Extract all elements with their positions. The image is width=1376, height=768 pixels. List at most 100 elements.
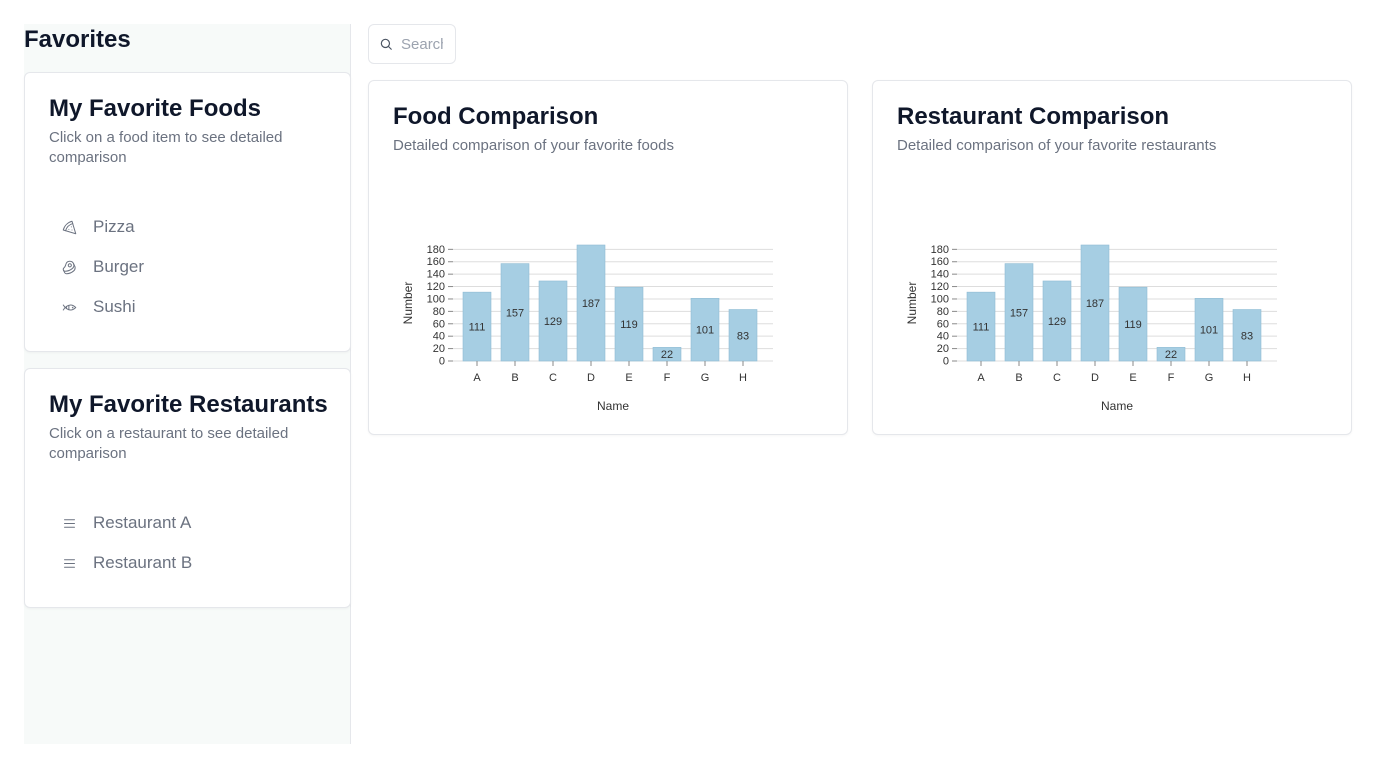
food-comparison-description: Detailed comparison of your favorite foo… xyxy=(393,137,674,154)
x-tick-label: G xyxy=(1205,372,1214,384)
bar-G xyxy=(1194,298,1224,362)
bar-value-label: 129 xyxy=(544,316,562,328)
y-tick-label: 80 xyxy=(433,306,445,318)
x-tick-label: H xyxy=(1243,372,1251,384)
x-tick-label: C xyxy=(1053,372,1061,384)
x-tick-label: E xyxy=(1129,372,1136,384)
y-tick-label: 80 xyxy=(937,306,949,318)
sidebar-title: Favorites xyxy=(24,26,131,53)
bar-value-label: 111 xyxy=(469,322,486,334)
menu-icon xyxy=(61,555,77,571)
x-tick-label: E xyxy=(625,372,632,384)
food-item-pizza[interactable]: Pizza xyxy=(49,207,319,247)
x-tick-label: D xyxy=(587,372,595,384)
bar-value-label: 119 xyxy=(1124,319,1142,331)
search-input[interactable] xyxy=(401,35,443,53)
y-tick-label: 100 xyxy=(427,293,445,305)
x-axis-title: Name xyxy=(1101,399,1133,413)
bar-H xyxy=(1232,309,1262,362)
restaurant-item-b[interactable]: Restaurant B xyxy=(49,543,319,583)
y-tick-label: 180 xyxy=(427,244,445,256)
bar-A xyxy=(462,291,492,362)
restaurant-comparison-description: Detailed comparison of your favorite res… xyxy=(897,137,1217,154)
x-tick-label: F xyxy=(664,372,671,384)
x-tick-label: H xyxy=(739,372,747,384)
bar-E xyxy=(614,286,644,362)
x-axis-title: Name xyxy=(597,399,629,413)
y-tick-label: 160 xyxy=(931,256,949,268)
y-tick-label: 160 xyxy=(427,256,445,268)
y-tick-label: 100 xyxy=(931,293,949,305)
y-tick-label: 60 xyxy=(433,318,445,330)
y-tick-label: 60 xyxy=(937,318,949,330)
bar-H xyxy=(728,309,758,362)
y-tick-label: 20 xyxy=(433,343,445,355)
bar-value-label: 157 xyxy=(506,307,524,319)
food-item-label: Sushi xyxy=(93,297,136,316)
y-tick-label: 0 xyxy=(439,356,445,368)
favorite-foods-description: Click on a food item to see detailed com… xyxy=(49,129,283,166)
bar-value-label: 101 xyxy=(696,325,714,337)
y-tick-label: 0 xyxy=(943,356,949,368)
y-tick-label: 140 xyxy=(427,269,445,281)
restaurant-item-label: Restaurant A xyxy=(93,513,192,532)
bar-G xyxy=(690,298,720,362)
x-tick-label: B xyxy=(511,372,518,384)
bar-value-label: 83 xyxy=(1241,330,1253,342)
food-item-label: Burger xyxy=(93,257,145,276)
pizza-icon xyxy=(61,219,77,235)
y-tick-label: 120 xyxy=(427,281,445,293)
y-tick-label: 20 xyxy=(937,343,949,355)
bar-A xyxy=(966,291,996,362)
favorite-restaurants-title: My Favorite Restaurants xyxy=(49,391,328,418)
bar-value-label: 101 xyxy=(1200,325,1218,337)
x-tick-label: D xyxy=(1091,372,1099,384)
y-tick-label: 40 xyxy=(937,331,949,343)
favorite-restaurants-list: Restaurant A Restaurant B xyxy=(49,503,319,583)
favorite-restaurants-card: My Favorite Restaurants Click on a resta… xyxy=(24,368,351,608)
x-tick-label: C xyxy=(549,372,557,384)
bar-value-label: 187 xyxy=(1086,298,1104,310)
bar-D xyxy=(576,244,606,362)
favorite-foods-title: My Favorite Foods xyxy=(49,95,262,122)
bar-value-label: 119 xyxy=(620,319,638,331)
bar-D xyxy=(1080,244,1110,362)
bar-B xyxy=(1004,263,1034,362)
bar-value-label: 22 xyxy=(661,349,673,361)
y-tick-label: 180 xyxy=(931,244,949,256)
x-tick-label: A xyxy=(473,372,481,384)
x-tick-label: A xyxy=(977,372,985,384)
fish-icon xyxy=(61,299,77,315)
search-icon xyxy=(380,38,392,50)
food-item-burger[interactable]: Burger xyxy=(49,247,319,287)
bar-value-label: 22 xyxy=(1165,349,1177,361)
restaurant-item-a[interactable]: Restaurant A xyxy=(49,503,319,543)
x-tick-label: F xyxy=(1168,372,1175,384)
bar-value-label: 157 xyxy=(1010,307,1028,319)
x-tick-label: G xyxy=(701,372,710,384)
y-axis-title: Number xyxy=(905,282,919,325)
y-tick-label: 120 xyxy=(931,281,949,293)
restaurant-item-label: Restaurant B xyxy=(93,553,193,572)
bar-value-label: 187 xyxy=(582,298,600,310)
restaurant-comparison-card: Restaurant Comparison Detailed compariso… xyxy=(872,80,1352,435)
favorite-foods-card: My Favorite Foods Click on a food item t… xyxy=(24,72,351,352)
sidebar: Favorites My Favorite Foods Click on a f… xyxy=(24,24,351,744)
bar-C xyxy=(1042,280,1072,362)
food-item-sushi[interactable]: Sushi xyxy=(49,287,319,327)
menu-icon xyxy=(61,515,77,531)
y-tick-label: 40 xyxy=(433,331,445,343)
food-item-label: Pizza xyxy=(93,217,135,236)
bar-value-label: 83 xyxy=(737,330,749,342)
x-tick-label: B xyxy=(1015,372,1022,384)
food-comparison-card: Food Comparison Detailed comparison of y… xyxy=(368,80,848,435)
search-box[interactable] xyxy=(368,24,456,64)
y-axis-title: Number xyxy=(401,282,415,325)
restaurant-comparison-title: Restaurant Comparison xyxy=(897,103,1170,130)
bar-value-label: 129 xyxy=(1048,316,1066,328)
y-tick-label: 140 xyxy=(931,269,949,281)
bar-B xyxy=(500,263,530,362)
favorite-foods-list: Pizza Burger Sushi xyxy=(49,207,319,327)
